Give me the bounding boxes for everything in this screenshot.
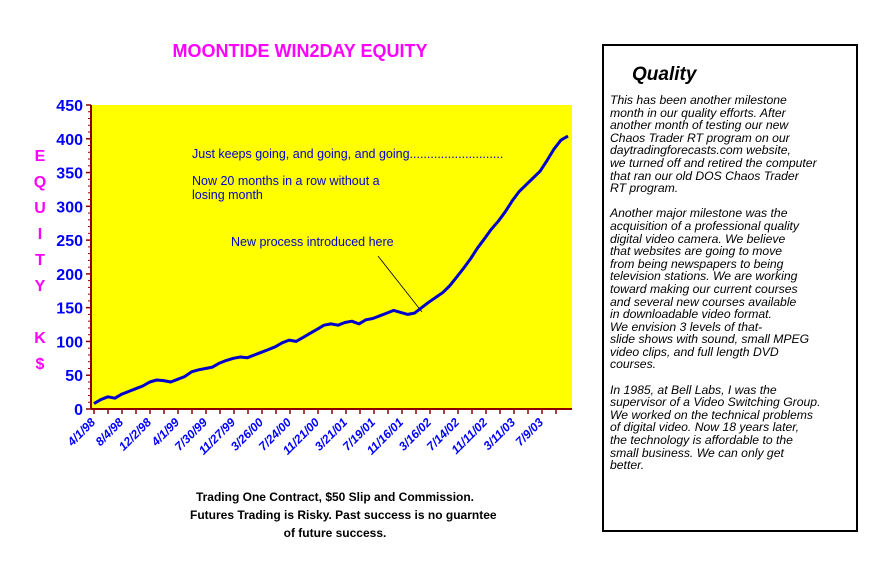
quality-line: that ran our old DOS Chaos Trader	[610, 168, 799, 183]
quality-line: We worked on the technical problems	[610, 407, 814, 422]
annotation-text: Now 20 months in a row without a	[192, 174, 380, 188]
quality-line: supervisor of a Video Switching Group.	[610, 395, 821, 410]
equity-chart: MOONTIDE WIN2DAY EQUITY EQUITY K $ Just ke…	[34, 41, 572, 458]
disclaimer-line: Trading One Contract, $50 Slip and Commi…	[195, 490, 475, 504]
disclaimer-line: Futures Trading is Risky. Past success i…	[190, 508, 497, 522]
y-label-letter: E	[35, 148, 46, 165]
y-label-letter: Y	[35, 278, 46, 295]
disclaimer: Trading One Contract, $50 Slip and Commi…	[190, 488, 497, 542]
quality-line: acquisition of a professional quality	[610, 218, 800, 233]
quality-line: from being newspapers to being	[610, 256, 784, 271]
quality-line: Another major milestone was the	[610, 206, 788, 221]
quality-line: we turned off and retired the computer	[610, 155, 817, 170]
y-tick-label: 0	[74, 402, 83, 419]
y-tick-label: 100	[56, 334, 83, 351]
chart-title: MOONTIDE WIN2DAY EQUITY	[172, 41, 427, 61]
y-label-letter: U	[34, 200, 46, 217]
quality-paragraph: In 1985, at Bell Labs, I was the supervis…	[610, 384, 854, 472]
y-label-letter: I	[38, 226, 42, 243]
quality-line: RT program.	[610, 181, 679, 196]
quality-line: small business. We can only get	[610, 445, 784, 460]
quality-line: and several new courses available	[610, 294, 797, 309]
y-label-letter: Q	[34, 174, 46, 191]
y-tick-label: 300	[56, 199, 83, 216]
annotation-pointer	[377, 255, 423, 313]
quality-line: digital video camera. We believe	[610, 231, 786, 246]
series-line	[93, 134, 569, 405]
quality-body: This has been another milestone month in …	[610, 94, 854, 484]
quality-paragraph: Another major milestone was the acquisiti…	[610, 207, 854, 371]
x-axis: 4/1/988/4/9812/2/984/1/997/30/9911/27/99…	[64, 409, 557, 458]
x-tick-label: 7/9/03	[513, 415, 547, 449]
x-tick-label: 3/11/03	[481, 415, 519, 453]
quality-line: This has been another milestone	[610, 93, 787, 107]
quality-line: video clips, and full length DVD	[610, 344, 779, 359]
quality-line: another month of testing our new	[610, 118, 789, 133]
y-tick-label: 250	[56, 233, 83, 250]
plot-area	[91, 105, 572, 409]
y-label-letter: T	[35, 252, 45, 269]
quality-line: that websites are going to move	[610, 244, 783, 259]
quality-line: toward making our current courses	[610, 281, 798, 296]
quality-line: courses.	[610, 357, 657, 372]
quality-line: of digital video. Now 18 years later,	[610, 420, 800, 435]
quality-line: slide shows with sound, small MPEG	[610, 332, 810, 347]
quality-line: the technology is affordable to the	[610, 433, 793, 448]
annotation-text: New process introduced here	[231, 235, 394, 249]
x-tick-label: 4/1/98	[64, 415, 98, 449]
y-tick-label: 400	[56, 132, 83, 149]
quality-line: We envision 3 levels of that-	[610, 319, 763, 334]
quality-title: Quality	[632, 64, 697, 85]
quality-panel: Quality This has been another milestone m…	[602, 44, 858, 532]
y-label-letter: $	[36, 356, 45, 373]
y-tick-label: 450	[56, 98, 83, 115]
quality-line: month in our quality efforts. After	[610, 105, 786, 120]
y-tick-label: 150	[56, 301, 83, 318]
y-axis: 0 50 100 150 200 250 300 350 400 450	[56, 98, 91, 419]
annotations: Just keeps going, and going, and going..…	[192, 147, 503, 313]
y-axis-label: EQUITY K $	[34, 148, 46, 373]
quality-line: In 1985, at Bell Labs, I was the	[610, 382, 777, 397]
disclaimer-line: of future success.	[283, 526, 387, 540]
quality-line: television stations. We are working	[610, 269, 798, 284]
quality-line: in downloadable video format.	[610, 307, 772, 322]
y-tick-label: 50	[65, 368, 83, 385]
y-tick-label: 200	[56, 267, 83, 284]
quality-line: Chaos Trader RT program on our	[610, 130, 790, 145]
y-tick-label: 350	[56, 166, 83, 183]
quality-line: daytradingforecasts.com website,	[610, 143, 791, 158]
y-label-letter: K	[34, 330, 46, 347]
annotation-text: Just keeps going, and going, and going..…	[192, 147, 503, 161]
quality-paragraph: This has been another milestone month in …	[610, 94, 854, 195]
annotation-text: losing month	[192, 188, 263, 202]
quality-line: better.	[610, 458, 645, 473]
